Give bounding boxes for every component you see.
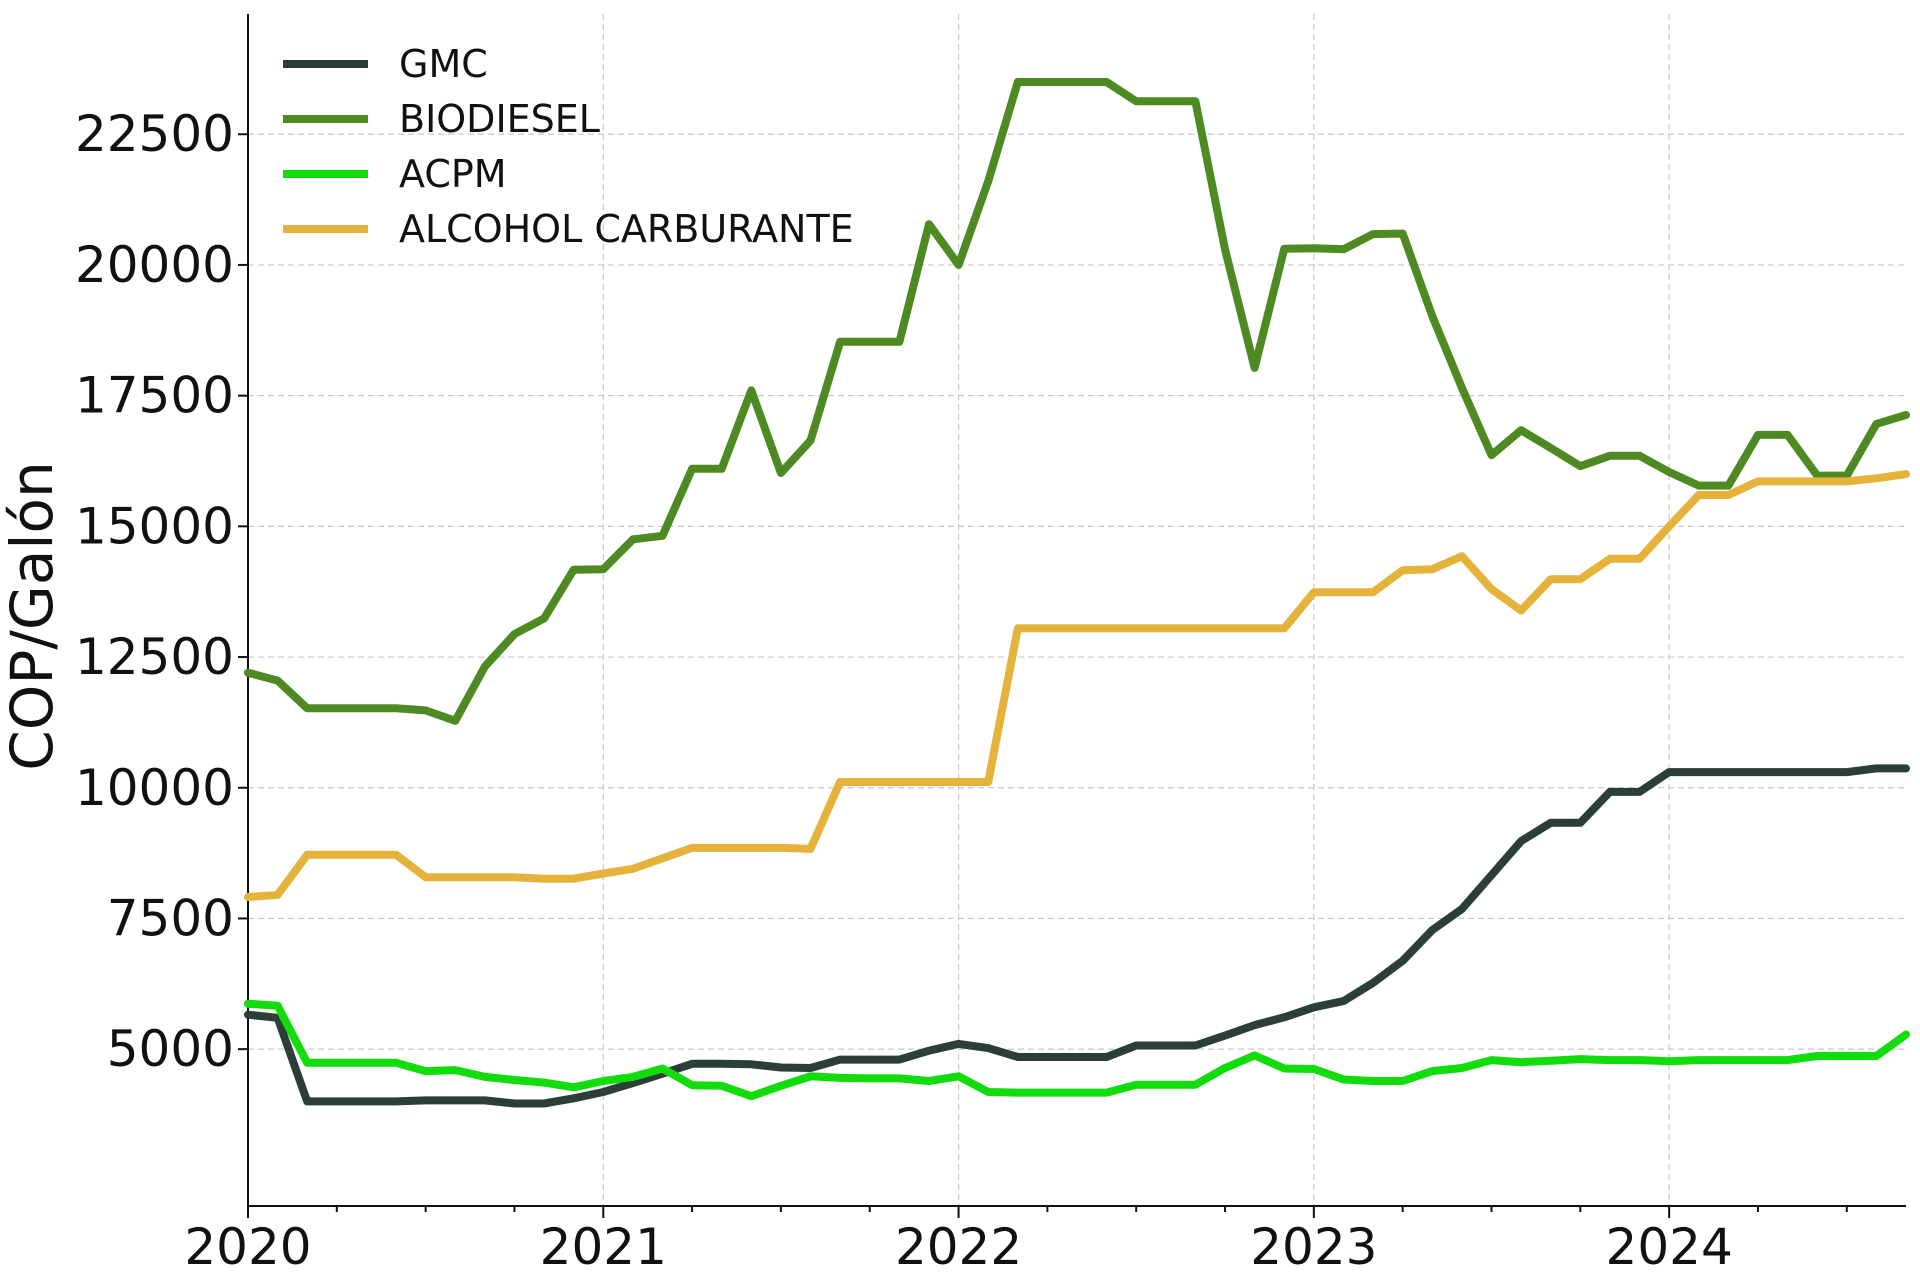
y-tick-label: 17500 (75, 367, 234, 425)
y-tick-label: 15000 (75, 497, 234, 555)
x-tick-label: 2024 (1606, 1218, 1733, 1276)
y-tick-label: 5000 (107, 1020, 234, 1078)
series-line-biodiesel (244, 78, 1910, 725)
legend: GMC BIODIESEL ACPM ALCOHOL CARBURANTE (283, 42, 854, 251)
series-line-alcohol-carburante (244, 470, 1910, 901)
series-lines (244, 78, 1910, 1108)
legend-label-alcohol-carburante: ALCOHOL CARBURANTE (399, 207, 854, 251)
series-line-gmc (244, 764, 1910, 1108)
axes: 5000 7500 10000 12500 15000 17500 20000 22500 20… (75, 14, 1906, 1276)
y-axis-title: COP/Galón (0, 461, 66, 771)
y-tick-label: 20000 (75, 236, 234, 294)
y-tick-label: 7500 (107, 889, 234, 947)
legend-label-acpm: ACPM (399, 152, 507, 196)
series-line-acpm (244, 999, 1910, 1101)
x-tick-label: 2022 (895, 1218, 1022, 1276)
y-tick-label: 22500 (75, 105, 234, 163)
x-tick-label: 2020 (184, 1218, 311, 1276)
y-tick-label: 10000 (75, 759, 234, 817)
legend-label-gmc: GMC (399, 42, 488, 86)
x-tick-label: 2021 (540, 1218, 667, 1276)
x-tick-label: 2023 (1250, 1218, 1377, 1276)
legend-label-biodiesel: BIODIESEL (399, 97, 600, 141)
y-tick-label: 12500 (75, 628, 234, 686)
